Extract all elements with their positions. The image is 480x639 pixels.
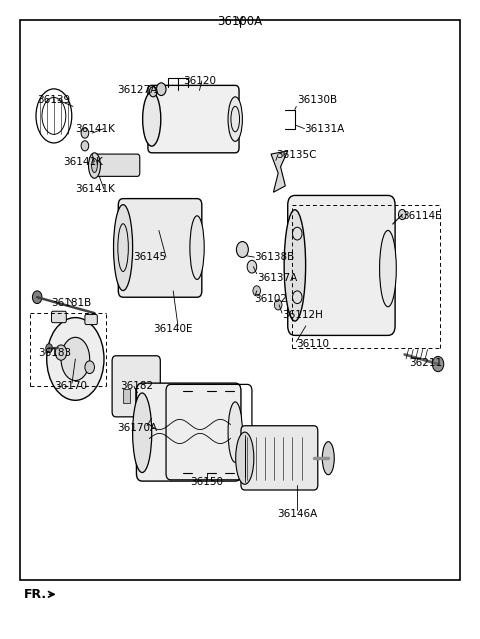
FancyBboxPatch shape	[118, 199, 202, 297]
Circle shape	[143, 208, 148, 214]
Bar	[123, 390, 130, 403]
Circle shape	[139, 243, 144, 249]
Circle shape	[176, 231, 180, 237]
Circle shape	[149, 201, 154, 208]
Polygon shape	[271, 151, 288, 192]
FancyBboxPatch shape	[51, 311, 66, 323]
Circle shape	[164, 201, 168, 208]
Circle shape	[81, 128, 89, 138]
FancyBboxPatch shape	[241, 426, 318, 490]
Text: 36146A: 36146A	[277, 509, 317, 518]
Bar	[147, 390, 154, 403]
Text: 36211: 36211	[409, 358, 443, 368]
Ellipse shape	[237, 242, 248, 258]
Text: 36131A: 36131A	[304, 123, 345, 134]
Circle shape	[432, 357, 444, 372]
FancyBboxPatch shape	[92, 154, 140, 176]
Text: 36102: 36102	[254, 293, 288, 304]
Ellipse shape	[143, 92, 161, 146]
Text: 36183: 36183	[38, 348, 72, 358]
Ellipse shape	[323, 442, 334, 475]
Circle shape	[33, 291, 42, 304]
Text: 36110: 36110	[296, 339, 329, 349]
Ellipse shape	[284, 210, 306, 321]
Text: 36112H: 36112H	[282, 310, 323, 320]
Ellipse shape	[380, 231, 396, 307]
Ellipse shape	[148, 215, 169, 252]
Ellipse shape	[92, 158, 97, 173]
Ellipse shape	[228, 97, 242, 141]
Circle shape	[156, 199, 161, 205]
Circle shape	[137, 231, 142, 237]
Circle shape	[55, 345, 67, 360]
FancyBboxPatch shape	[112, 356, 160, 417]
Ellipse shape	[190, 216, 204, 279]
Ellipse shape	[114, 204, 132, 291]
Ellipse shape	[47, 318, 104, 400]
Circle shape	[164, 260, 168, 266]
Text: 36181B: 36181B	[51, 298, 92, 308]
FancyBboxPatch shape	[85, 314, 97, 325]
Ellipse shape	[132, 393, 152, 472]
Text: 36145: 36145	[133, 252, 166, 262]
Ellipse shape	[228, 402, 242, 463]
Text: 36182: 36182	[120, 381, 153, 391]
Text: 36127A: 36127A	[117, 86, 157, 95]
Circle shape	[149, 87, 157, 97]
Text: 36130B: 36130B	[297, 95, 337, 105]
Circle shape	[156, 83, 166, 96]
Circle shape	[398, 210, 406, 220]
Text: 36135C: 36135C	[276, 150, 316, 160]
Text: 36141K: 36141K	[75, 184, 115, 194]
Text: 36150: 36150	[190, 477, 223, 487]
Circle shape	[143, 253, 148, 259]
Circle shape	[170, 253, 175, 259]
Text: 36100A: 36100A	[217, 15, 263, 28]
Text: 36120: 36120	[183, 76, 216, 86]
Circle shape	[170, 208, 175, 214]
Circle shape	[149, 260, 154, 266]
Text: 36141K: 36141K	[75, 123, 115, 134]
Ellipse shape	[88, 153, 100, 178]
Text: 36170A: 36170A	[117, 422, 157, 433]
Circle shape	[247, 260, 257, 273]
Circle shape	[46, 344, 52, 353]
FancyBboxPatch shape	[148, 86, 239, 153]
FancyBboxPatch shape	[288, 196, 395, 335]
Text: 36140E: 36140E	[154, 324, 193, 334]
FancyBboxPatch shape	[136, 383, 241, 481]
Circle shape	[85, 361, 95, 374]
Text: 36138B: 36138B	[254, 252, 295, 262]
Circle shape	[174, 243, 179, 249]
Ellipse shape	[61, 337, 90, 381]
Bar	[21, 20, 459, 580]
Text: FR.: FR.	[24, 588, 48, 601]
Circle shape	[174, 219, 179, 225]
Circle shape	[275, 300, 282, 310]
Text: 36137A: 36137A	[257, 272, 297, 282]
Text: 36141K: 36141K	[63, 157, 103, 167]
Ellipse shape	[141, 205, 177, 262]
Circle shape	[253, 286, 261, 296]
Bar	[135, 390, 142, 403]
Text: 36139: 36139	[37, 95, 70, 105]
Ellipse shape	[236, 432, 254, 484]
Text: 36170: 36170	[54, 381, 87, 391]
Text: 36114E: 36114E	[402, 211, 442, 221]
Circle shape	[139, 219, 144, 225]
Circle shape	[156, 262, 161, 268]
Circle shape	[81, 141, 89, 151]
